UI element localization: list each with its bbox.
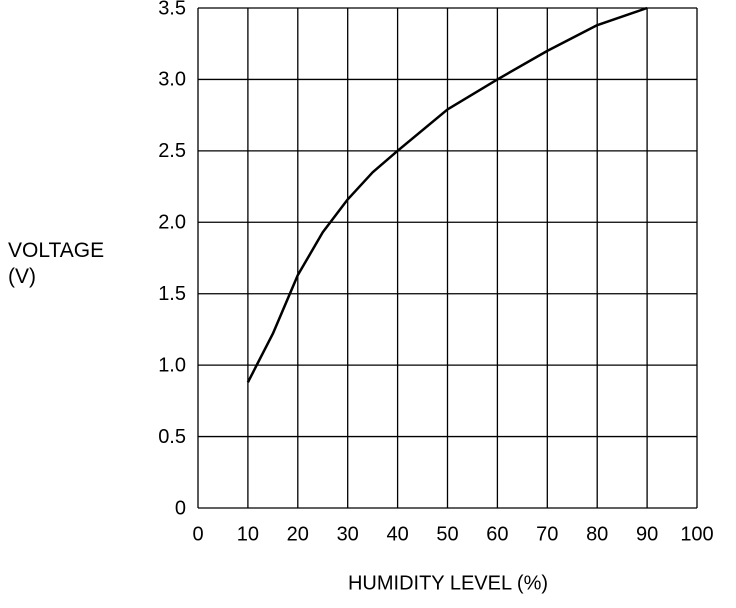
x-tick-label: 70	[536, 523, 558, 545]
x-tick-label: 60	[486, 523, 508, 545]
y-tick-label: 0.5	[158, 426, 186, 448]
y-tick-label: 3.5	[158, 0, 186, 19]
y-tick-label: 3.0	[158, 69, 186, 91]
x-tick-label: 90	[636, 523, 658, 545]
data-line	[246, 6, 648, 383]
x-tick-label: 20	[287, 523, 309, 545]
x-tick-label: 30	[337, 523, 359, 545]
x-axis-label: HUMIDITY LEVEL (%)	[348, 572, 548, 594]
y-tick-label: 1.5	[158, 283, 186, 305]
x-tick-label: 40	[386, 523, 408, 545]
y-tick-label: 2.5	[158, 140, 186, 162]
x-tick-label: 50	[436, 523, 458, 545]
y-tick-label: 1.0	[158, 354, 186, 376]
y-tick-label: 2.0	[158, 212, 186, 234]
x-tick-label: 0	[192, 523, 203, 545]
x-tick-label: 10	[237, 523, 259, 545]
y-tick-label: 0	[175, 497, 186, 519]
y-axis-label: VOLTAGE (V)	[8, 239, 105, 288]
x-tick-label: 80	[586, 523, 608, 545]
x-tick-label: 100	[680, 523, 713, 545]
